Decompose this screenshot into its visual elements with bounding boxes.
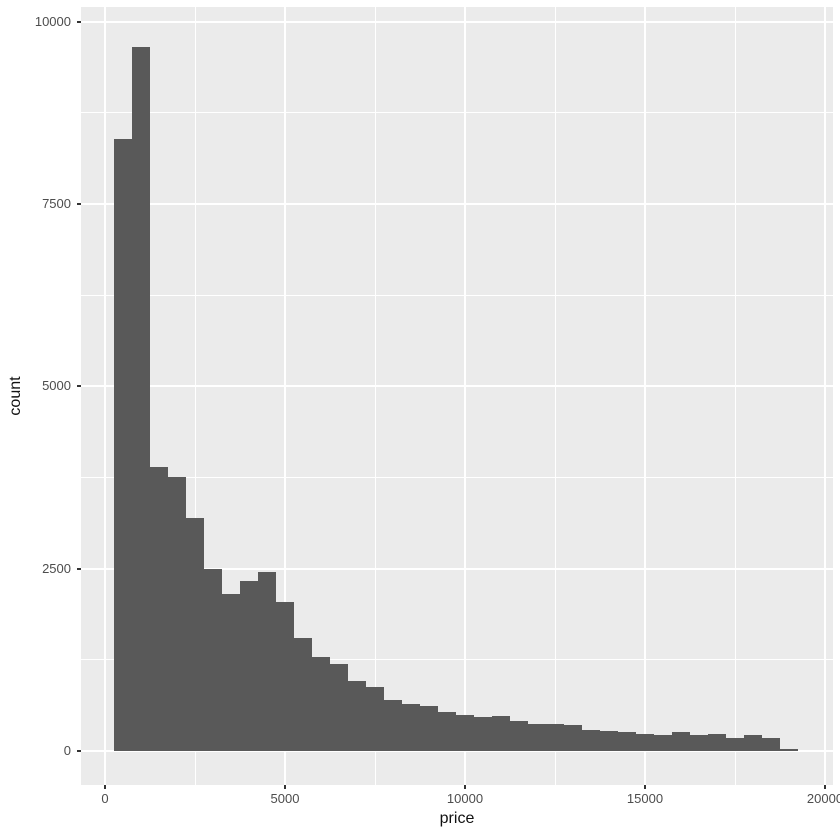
y-tick-label: 5000: [42, 378, 71, 394]
x-tick-mark: [824, 785, 826, 789]
x-minor-gridline: [554, 7, 556, 785]
y-major-gridline: [81, 385, 833, 388]
histogram-bar: [780, 748, 798, 751]
x-tick-label: 0: [101, 791, 109, 806]
histogram-bar: [330, 664, 348, 751]
y-major-gridline: [81, 567, 833, 570]
histogram-bar: [384, 699, 402, 751]
x-tick-label: 20000: [806, 791, 840, 806]
histogram-bar: [366, 687, 384, 751]
y-tick-mark: [77, 750, 81, 752]
y-axis-title: count: [7, 376, 24, 416]
y-tick-mark: [77, 203, 81, 205]
histogram-bar: [564, 725, 582, 751]
histogram-bar: [528, 724, 546, 751]
x-major-gridline: [284, 7, 286, 785]
histogram-bar: [420, 706, 438, 751]
histogram-bar: [672, 731, 690, 751]
histogram-bar: [708, 733, 726, 751]
x-major-gridline: [644, 7, 646, 785]
x-axis-title: price: [439, 810, 475, 827]
y-minor-gridline: [81, 294, 833, 296]
histogram-bar: [204, 568, 222, 751]
histogram-bar: [132, 47, 150, 751]
histogram-bar: [492, 715, 510, 751]
y-tick-mark: [77, 567, 81, 570]
x-major-gridline: [104, 7, 106, 785]
y-major-gridline: [81, 750, 833, 752]
y-tick-mark: [77, 385, 81, 388]
y-tick-label: 0: [63, 743, 71, 758]
histogram-bar: [348, 680, 366, 751]
histogram-bar: [636, 733, 654, 751]
histogram-bar: [510, 721, 528, 751]
plot-panel: [81, 7, 833, 785]
x-tick-mark: [464, 785, 466, 789]
x-minor-gridline: [734, 7, 736, 785]
x-major-gridline: [824, 7, 826, 785]
histogram-bar: [618, 731, 636, 751]
histogram-bar: [654, 734, 672, 751]
histogram-bar: [402, 704, 420, 751]
x-minor-gridline: [194, 7, 196, 785]
histogram-bar: [186, 518, 204, 751]
histogram-bar: [276, 602, 294, 751]
histogram-bar: [222, 594, 240, 751]
y-major-gridline: [81, 20, 833, 23]
y-tick-label: 2500: [42, 560, 71, 576]
x-tick-label: 5000: [270, 791, 300, 806]
x-tick-mark: [104, 785, 106, 789]
histogram-bar: [114, 139, 132, 751]
x-tick-mark: [644, 785, 646, 789]
histogram-bar: [312, 656, 330, 751]
histogram-bar: [240, 581, 258, 751]
histogram-bar: [258, 572, 276, 751]
histogram-bar: [744, 735, 762, 751]
histogram-bar: [546, 723, 564, 751]
histogram-bar: [582, 729, 600, 751]
x-tick-label: 10000: [446, 791, 484, 806]
y-tick-label: 10000: [34, 13, 71, 29]
histogram-bar: [438, 711, 456, 751]
y-minor-gridline: [81, 659, 833, 661]
y-minor-gridline: [81, 112, 833, 114]
histogram-bar: [456, 715, 474, 751]
y-tick-mark: [77, 20, 81, 23]
histogram-bar: [168, 476, 186, 751]
y-minor-gridline: [81, 477, 833, 478]
histogram-bar: [150, 466, 168, 751]
x-tick-mark: [284, 785, 286, 789]
histogram-bar: [726, 737, 744, 751]
x-major-gridline: [464, 7, 466, 785]
histogram-bar: [474, 717, 492, 751]
x-minor-gridline: [374, 7, 376, 785]
x-tick-label: 15000: [626, 791, 664, 806]
histogram-bar: [294, 637, 312, 751]
y-major-gridline: [81, 203, 833, 205]
histogram-bar: [762, 737, 780, 751]
histogram-bar: [600, 730, 618, 751]
histogram-bar: [690, 734, 708, 751]
y-tick-label: 7500: [42, 196, 71, 211]
